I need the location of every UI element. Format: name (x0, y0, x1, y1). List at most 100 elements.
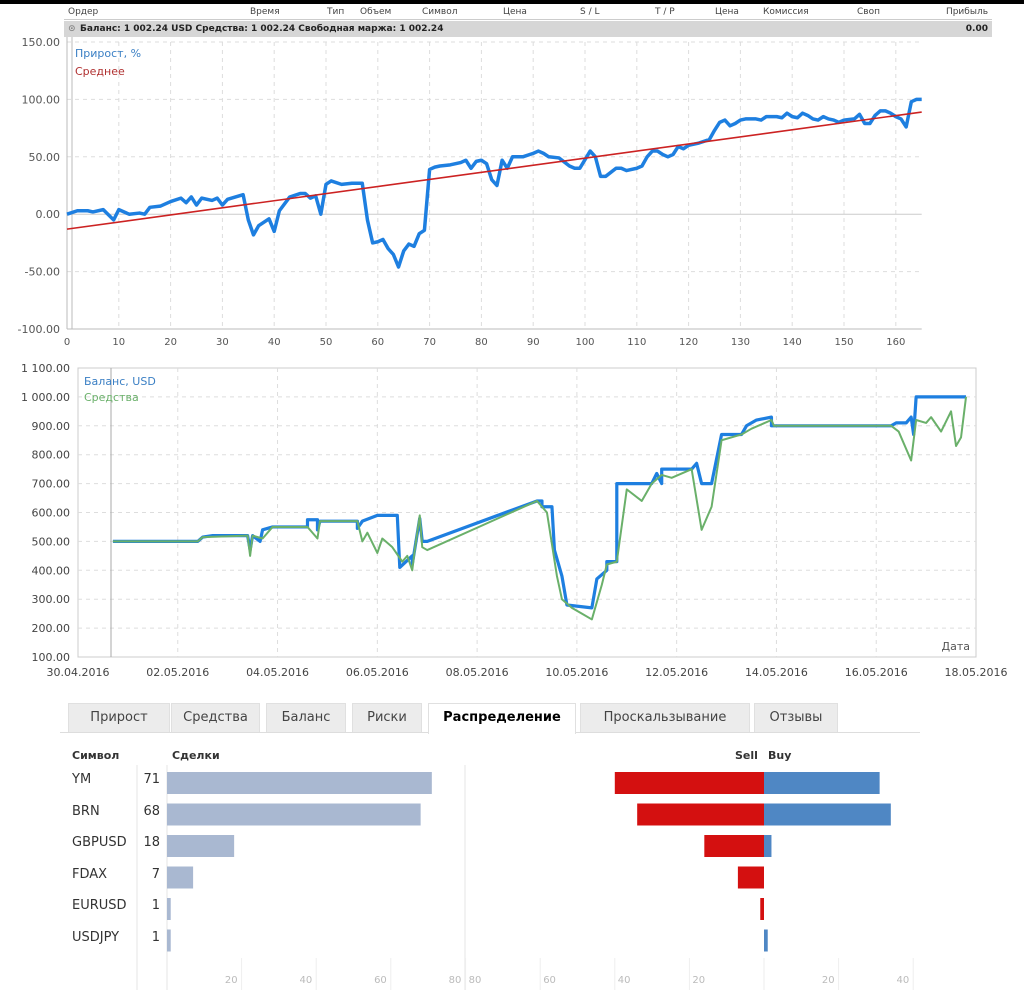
sell-bar (614, 772, 764, 794)
x-tick-label: 16.05.2016 (845, 666, 908, 679)
profit-total: 0.00 (965, 24, 988, 34)
sell-tick-label: 80 (469, 975, 482, 986)
sell-bar (704, 835, 764, 857)
x-tick-label: 150 (834, 337, 853, 348)
x-tick-label: 130 (731, 337, 750, 348)
x-tick-label: 120 (679, 337, 698, 348)
tab-1[interactable]: Прирост (68, 703, 170, 732)
column-header[interactable]: Цена (715, 7, 739, 17)
x-tick-label: 08.05.2016 (446, 666, 509, 679)
x-tick-label: 30 (216, 337, 229, 348)
account-summary-row[interactable]: ⊙ Баланс: 1 002.24 USD Средства: 1 002.2… (64, 21, 992, 37)
y-tick-label: -100.00 (18, 323, 60, 336)
buy-tick-label: 40 (896, 975, 909, 986)
deals-tick-label: 60 (374, 975, 387, 986)
column-header[interactable]: S / L (580, 7, 600, 17)
deal-count: 71 (143, 772, 160, 787)
column-header[interactable]: Комиссия (763, 7, 809, 17)
tab-3[interactable]: Баланс (266, 703, 346, 732)
top-border (0, 0, 1024, 4)
y-tick-label: 800.00 (32, 449, 71, 462)
y-tick-label: 50.00 (29, 151, 61, 164)
sell-tick-label: 20 (692, 975, 705, 986)
x-tick-label: 140 (783, 337, 802, 348)
column-header[interactable]: Время (250, 7, 280, 17)
y-tick-label: 300.00 (32, 593, 71, 606)
column-header[interactable]: Своп (857, 7, 880, 17)
column-header[interactable]: Тип (327, 7, 345, 17)
collapse-icon[interactable]: ⊙ (68, 24, 76, 34)
deal-count: 68 (143, 803, 160, 819)
x-tick-label: 30.04.2016 (47, 666, 110, 679)
x-tick-label: 10 (112, 337, 125, 348)
deals-tick-label: 40 (299, 975, 312, 986)
y-tick-label: 1 100.00 (21, 362, 70, 375)
deals-tick-label: 80 (449, 975, 462, 986)
deal-count: 1 (151, 898, 160, 913)
x-tick-label: 110 (627, 337, 646, 348)
symbol-header: Символ (72, 749, 120, 762)
x-tick-label: 100 (575, 337, 594, 348)
column-header[interactable]: Цена (503, 7, 527, 17)
column-header[interactable]: Ордер (68, 7, 99, 17)
x-tick-label: 70 (423, 337, 436, 348)
legend-balance: Баланс, USD (84, 375, 156, 388)
column-header[interactable]: Объем (360, 7, 392, 17)
y-tick-label: 500.00 (32, 535, 71, 548)
y-tick-label: 200.00 (32, 622, 71, 635)
symbol-label: GBPUSD (72, 835, 127, 850)
symbol-label: USDJPY (72, 929, 120, 945)
x-tick-label: 50 (320, 337, 333, 348)
y-tick-label: 100.00 (22, 93, 61, 106)
x-tick-label: 0 (64, 337, 70, 348)
column-header[interactable]: Символ (422, 7, 458, 17)
deals-bar (167, 898, 171, 920)
column-header[interactable]: T / P (655, 7, 675, 17)
buy-tick-label: 20 (822, 975, 835, 986)
symbol-label: BRN (72, 803, 100, 819)
buy-bar (764, 835, 772, 857)
deals-bar (167, 803, 421, 826)
y-tick-label: 400.00 (32, 564, 71, 577)
buy-header: Buy (768, 749, 792, 762)
sell-bar (737, 866, 764, 889)
x-tick-label: 12.05.2016 (645, 666, 708, 679)
deals-bar (167, 772, 432, 794)
column-header[interactable]: Прибыль (945, 7, 988, 17)
buy-bar (764, 803, 891, 826)
sell-tick-label: 40 (618, 975, 631, 986)
x-tick-label: 40 (268, 337, 281, 348)
orders-table-header: Ордер Время Тип Объем Символ Цена S / L T / P Це… (64, 4, 992, 20)
deals-header: Сделки (172, 749, 220, 762)
symbol-label: FDAX (72, 866, 108, 882)
deal-count: 1 (151, 929, 160, 945)
buy-bar (764, 929, 768, 952)
legend-equity: Средства (84, 391, 139, 404)
tab-6[interactable]: Проскальзывание (580, 703, 750, 732)
x-tick-label: 06.05.2016 (346, 666, 409, 679)
y-tick-label: 1 000.00 (21, 391, 70, 404)
y-tick-label: 700.00 (32, 478, 71, 491)
x-tick-label: 160 (886, 337, 905, 348)
deal-count: 18 (143, 835, 160, 850)
buy-bar (764, 772, 880, 794)
y-tick-label: 600.00 (32, 507, 71, 520)
tab-7[interactable]: Отзывы (754, 703, 838, 732)
tab-2[interactable]: Средства (171, 703, 260, 732)
deals-bar (167, 929, 171, 952)
deal-count: 7 (151, 866, 160, 882)
deals-tick-label: 20 (225, 975, 238, 986)
tab-4[interactable]: Риски (352, 703, 422, 732)
tab-5[interactable]: Распределение (428, 703, 576, 734)
x-tick-label: 10.05.2016 (545, 666, 608, 679)
deals-bar (167, 835, 235, 857)
x-axis-label: Дата (942, 640, 970, 653)
symbol-label: EURUSD (72, 898, 127, 913)
legend-growth: Прирост, % (75, 47, 141, 60)
x-tick-label: 04.05.2016 (246, 666, 309, 679)
x-tick-label: 80 (475, 337, 488, 348)
growth-line (66, 97, 922, 269)
y-tick-label: 900.00 (32, 420, 71, 433)
x-tick-label: 18.05.2016 (945, 666, 1008, 679)
equity-line (112, 396, 968, 621)
